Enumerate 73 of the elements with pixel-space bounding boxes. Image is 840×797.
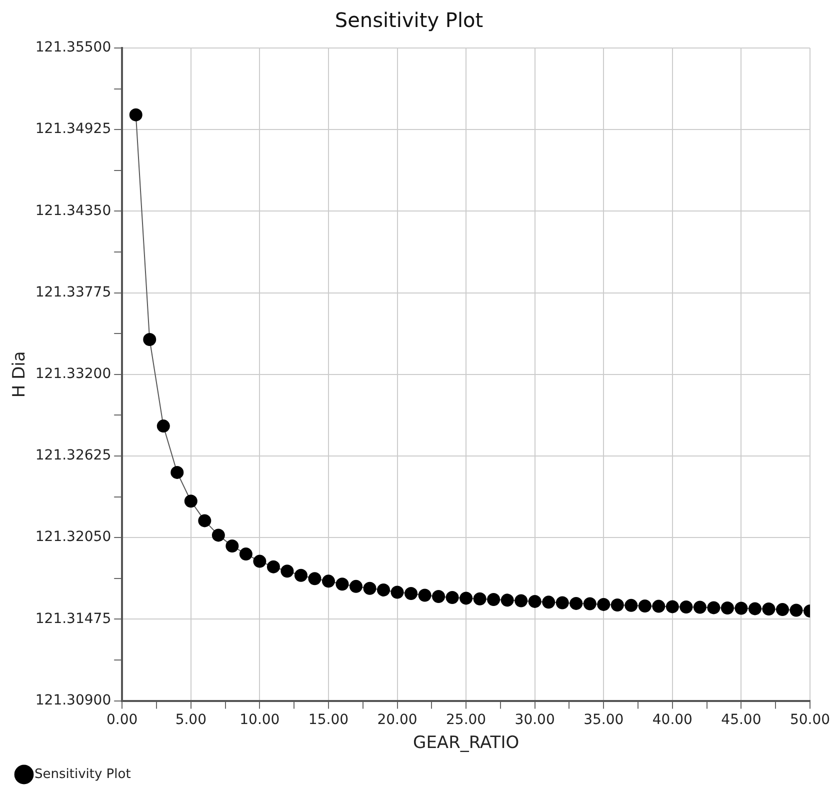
point [363,582,376,595]
point [349,580,362,593]
point [294,568,308,582]
point [226,539,239,552]
point [170,466,184,479]
point [514,594,528,608]
point [734,602,748,615]
point [280,564,294,578]
point [762,602,776,616]
point [597,598,610,611]
y-tick-label: 121.31475 [35,610,112,627]
x-tick-label: 0.00 [106,712,138,728]
x-tick-label: 50.00 [790,712,830,728]
x-tick-label: 20.00 [377,712,418,728]
x-tick-label: 10.00 [240,712,280,728]
point [432,590,446,603]
point [322,574,335,588]
y-tick-label: 121.32625 [35,448,112,464]
point [156,420,170,433]
x-tick-label: 35.00 [584,712,624,728]
point [542,596,556,609]
y-tick-label: 121.34350 [35,202,112,219]
point [790,604,803,617]
y-axis-title: H Dia [10,351,30,398]
x-tick-label: 45.00 [721,712,762,728]
point [473,592,486,606]
point [748,602,762,616]
point [487,592,500,606]
point [638,600,652,612]
point [583,597,596,610]
point [460,592,473,605]
point [390,586,404,599]
point [143,332,156,346]
point [570,596,583,610]
point [666,600,679,614]
y-tick-label: 121.30900 [35,692,112,708]
point [212,528,225,542]
point [500,594,514,607]
legend-label: Sensitivity Plot [34,766,131,782]
y-tick-label: 121.32050 [35,529,112,546]
point [336,578,349,591]
point [418,588,432,602]
y-tick-label: 121.35500 [35,40,112,56]
x-tick-label: 15.00 [308,712,349,728]
point [198,514,212,528]
point [253,554,266,568]
y-tick-label: 121.33775 [35,284,112,300]
x-axis-title: GEAR_RATIO [413,733,520,754]
point [266,560,280,574]
x-tick-label: 30.00 [514,712,555,728]
point [680,600,693,614]
point [239,548,252,561]
point [707,601,720,614]
chart-title: Sensitivity Plot [334,8,484,32]
point [129,108,142,122]
point [776,603,789,616]
point [184,494,198,508]
point [652,600,666,613]
point [404,587,418,600]
point [556,596,569,610]
point [693,600,706,614]
y-tick-label: 121.34925 [35,121,112,138]
point [610,598,624,612]
point [308,572,322,586]
y-tick-label: 121.33200 [35,366,112,382]
x-tick-label: 25.00 [446,712,486,728]
point [624,598,638,612]
x-tick-label: 40.00 [652,712,692,728]
point [377,583,390,596]
point [528,594,542,608]
x-tick-label: 5.00 [175,712,206,728]
point [720,601,734,614]
point [446,590,459,604]
